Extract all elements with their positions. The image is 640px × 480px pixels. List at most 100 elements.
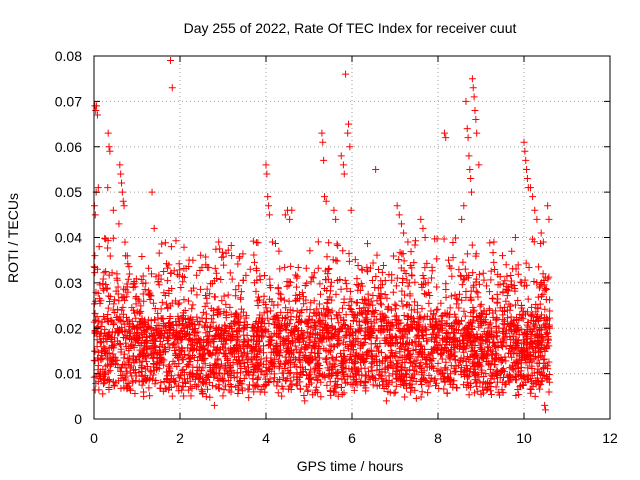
data-point	[128, 372, 136, 380]
data-point	[417, 280, 425, 288]
data-point	[342, 280, 350, 288]
data-point	[102, 362, 110, 370]
data-point	[367, 363, 375, 371]
data-point	[524, 295, 532, 303]
data-point	[347, 341, 355, 349]
data-point	[322, 358, 330, 366]
data-point	[252, 287, 260, 295]
data-point	[429, 362, 437, 370]
data-point	[346, 143, 354, 151]
data-point	[301, 344, 309, 352]
data-point	[343, 378, 351, 386]
data-point	[208, 279, 216, 287]
data-point	[120, 310, 128, 318]
data-point	[361, 338, 369, 346]
data-point	[475, 280, 483, 288]
data-point	[203, 385, 211, 393]
data-point	[311, 338, 319, 346]
data-point	[305, 316, 313, 324]
y-tick-label: 0	[74, 411, 82, 427]
data-point	[197, 285, 205, 293]
data-point	[96, 299, 104, 307]
data-point	[546, 296, 554, 304]
data-point	[220, 377, 228, 385]
data-point	[487, 391, 495, 398]
data-point	[487, 375, 495, 383]
data-point	[192, 329, 200, 337]
data-point	[452, 313, 460, 321]
data-point	[514, 261, 522, 269]
data-point	[522, 259, 530, 267]
data-point	[372, 273, 380, 281]
data-point	[152, 273, 160, 281]
data-point	[232, 292, 240, 300]
data-point	[476, 302, 484, 310]
data-point	[400, 229, 408, 237]
data-point	[305, 370, 313, 378]
data-point	[474, 293, 482, 301]
data-point	[412, 394, 420, 402]
data-point	[251, 366, 259, 374]
data-point	[423, 378, 431, 386]
data-point	[470, 370, 478, 378]
data-point	[166, 302, 174, 310]
data-point	[310, 269, 318, 277]
data-point	[497, 338, 505, 346]
data-point	[512, 301, 520, 309]
data-point	[399, 332, 407, 340]
data-point	[524, 372, 532, 380]
data-point	[253, 238, 261, 246]
data-point	[383, 334, 391, 342]
data-point	[491, 266, 499, 274]
data-point	[132, 314, 140, 322]
data-point	[495, 355, 503, 363]
data-point	[128, 336, 136, 344]
data-point	[473, 129, 481, 137]
data-point	[380, 261, 388, 269]
data-point	[404, 321, 412, 329]
data-point	[378, 268, 386, 276]
data-point	[493, 290, 501, 298]
data-point	[333, 240, 341, 248]
data-point	[465, 391, 473, 399]
data-point	[510, 336, 518, 344]
data-point	[100, 269, 108, 277]
data-point	[145, 264, 153, 272]
data-point	[359, 354, 367, 362]
data-point	[491, 361, 499, 369]
data-point	[418, 305, 426, 313]
data-point	[220, 292, 228, 300]
data-point	[336, 276, 344, 284]
data-point	[354, 326, 362, 334]
data-point	[474, 355, 482, 363]
data-point	[222, 366, 230, 374]
data-point	[465, 152, 473, 160]
data-point	[138, 253, 146, 261]
data-point	[442, 329, 450, 337]
data-point	[244, 358, 252, 366]
data-point	[496, 374, 504, 382]
x-tick-label: 6	[348, 430, 356, 446]
data-point	[349, 311, 357, 319]
data-point	[375, 265, 383, 273]
data-point	[479, 269, 487, 277]
data-point	[440, 385, 448, 393]
data-point	[499, 288, 507, 296]
data-point	[237, 312, 245, 320]
data-point	[104, 129, 112, 137]
data-point	[264, 193, 272, 201]
data-point	[203, 294, 211, 302]
data-point	[525, 263, 533, 271]
data-point	[235, 328, 243, 336]
data-point	[244, 364, 252, 372]
data-point	[105, 375, 113, 383]
data-point	[535, 345, 543, 353]
data-point	[180, 375, 188, 383]
data-point	[339, 161, 347, 169]
data-point	[310, 309, 318, 317]
data-point	[535, 317, 543, 325]
data-point	[407, 388, 415, 396]
data-point	[489, 339, 497, 347]
data-point	[483, 385, 491, 393]
data-point	[178, 336, 186, 344]
